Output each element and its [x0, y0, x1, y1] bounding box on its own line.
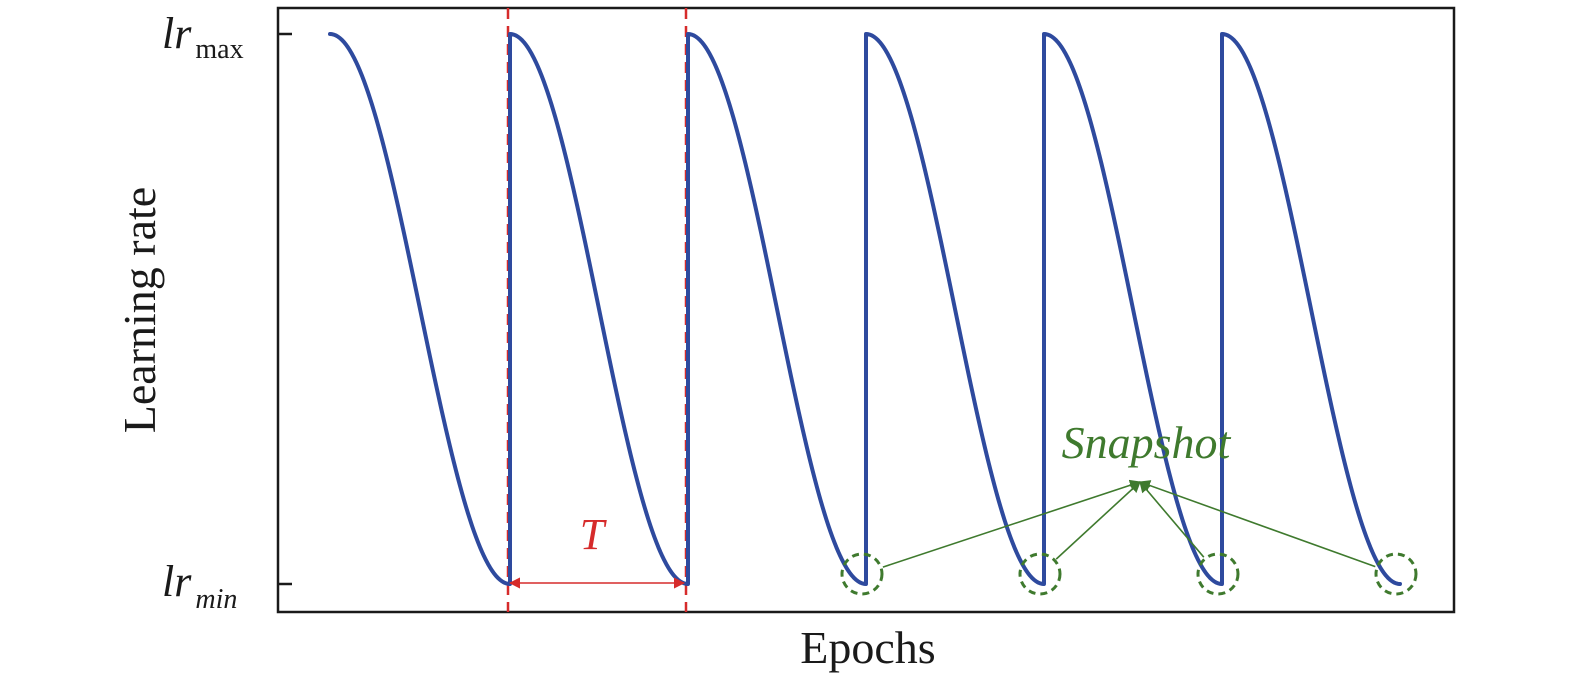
snapshot-arrow-1 — [882, 479, 1142, 568]
snapshot-label: Snapshot — [1062, 417, 1232, 468]
snapshot-circle-3 — [1196, 552, 1240, 596]
snapshot-arrow-3 — [1139, 481, 1205, 558]
y-tick-max-main: lr — [162, 9, 192, 58]
snapshot-arrow-4 — [1138, 480, 1376, 568]
snapshot-circle-4 — [1374, 552, 1418, 596]
y-tick-min-sub: min — [195, 584, 237, 615]
y-tick-label-max: lr max — [162, 9, 244, 65]
y-tick-min-main: lr — [162, 557, 192, 606]
snapshot-annotations — [840, 479, 1418, 596]
plot-frame — [276, 6, 1456, 614]
snapshot-arrow-2 — [1055, 481, 1141, 560]
x-axis-title: Epochs — [800, 622, 935, 673]
period-label: T — [580, 510, 608, 559]
y-tick-max-sub: max — [195, 34, 243, 65]
snapshot-circle-1 — [840, 552, 884, 596]
learning-rate-curve — [328, 32, 1402, 586]
y-tick-label-min: lr min — [162, 557, 237, 615]
y-axis-title: Learning rate — [114, 187, 165, 433]
snapshot-circle-2 — [1018, 552, 1062, 596]
